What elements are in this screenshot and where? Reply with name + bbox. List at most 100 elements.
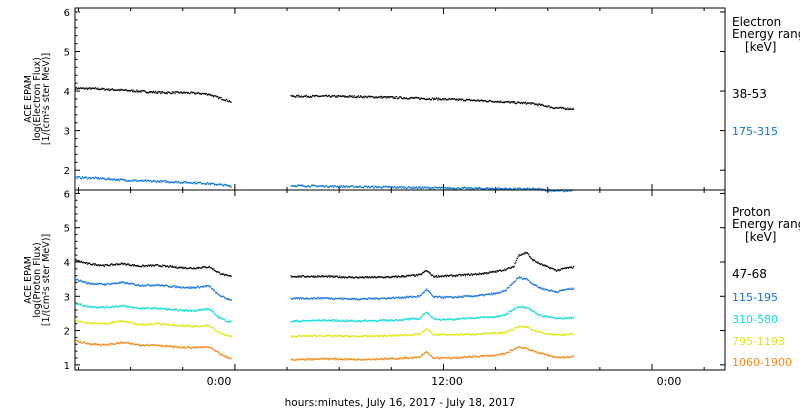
electron-data-point — [179, 182, 181, 184]
proton-data-point — [309, 298, 312, 300]
electron-data-point — [186, 182, 188, 184]
proton-data-point — [562, 268, 564, 270]
proton-data-point — [224, 334, 226, 336]
proton-data-point — [447, 296, 449, 298]
electron-data-point — [489, 187, 491, 189]
proton-data-point — [329, 359, 331, 361]
proton-data-point — [466, 317, 469, 320]
proton-data-point — [529, 349, 531, 352]
proton-data-point — [293, 359, 295, 362]
proton-data-point — [201, 286, 203, 288]
electron-data-point — [358, 185, 360, 188]
proton-data-point — [442, 275, 444, 277]
proton-data-point — [491, 354, 493, 356]
electron-data-point — [495, 188, 497, 190]
proton-data-point — [80, 340, 82, 342]
proton-data-point — [80, 342, 82, 344]
proton-data-point — [389, 358, 391, 360]
proton-data-point — [526, 278, 528, 281]
proton-data-point — [315, 335, 317, 337]
proton-data-point — [423, 270, 426, 272]
proton-data-point — [90, 306, 92, 308]
electron-data-point — [195, 93, 197, 95]
electron-data-point — [461, 186, 463, 189]
proton-data-point — [79, 280, 81, 282]
proton-data-point — [326, 358, 328, 360]
proton-data-point — [451, 357, 453, 359]
electron-data-point — [391, 186, 393, 188]
electron-data-point — [517, 101, 519, 103]
electron-data-point — [429, 98, 431, 101]
proton-data-point — [145, 344, 147, 346]
proton-data-point — [155, 306, 157, 309]
proton-data-point — [392, 296, 394, 298]
proton-data-point — [164, 284, 166, 287]
proton-data-point — [138, 344, 140, 346]
proton-data-point — [141, 265, 143, 268]
electron-data-point — [311, 96, 313, 98]
proton-data-point — [492, 316, 494, 318]
proton-data-point — [498, 292, 500, 294]
proton-data-point — [552, 290, 554, 292]
proton-data-point — [393, 334, 395, 337]
electron-data-point — [417, 97, 419, 99]
electron-data-point — [492, 187, 494, 190]
proton-data-point — [523, 326, 525, 329]
proton-data-point — [495, 316, 497, 318]
proton-data-point — [394, 319, 396, 321]
proton-data-point — [459, 273, 461, 276]
proton-data-point — [77, 340, 79, 342]
proton-data-point — [296, 321, 298, 323]
proton-data-point — [189, 286, 191, 288]
proton-data-point — [145, 265, 147, 267]
electron-legend-subtitle: Energy ranges — [732, 27, 800, 41]
proton-data-point — [487, 316, 490, 319]
proton-data-point — [103, 265, 105, 267]
proton-data-point — [410, 356, 412, 358]
electron-data-point — [382, 96, 385, 99]
proton-data-point — [487, 316, 489, 318]
electron-data-point — [505, 188, 507, 190]
proton-data-point — [224, 355, 226, 358]
proton-data-point — [79, 321, 81, 323]
proton-data-point — [465, 356, 467, 358]
proton-legend-unit: [keV] — [745, 230, 776, 244]
proton-data-point — [314, 319, 316, 322]
proton-data-point — [113, 263, 115, 266]
proton-data-point — [187, 346, 189, 348]
proton-data-point — [144, 306, 146, 309]
electron-data-point — [558, 190, 560, 192]
proton-data-point — [515, 279, 517, 282]
proton-data-point — [102, 343, 104, 346]
electron-data-point — [300, 95, 303, 97]
electron-data-point — [115, 89, 117, 91]
proton-data-point — [445, 319, 447, 321]
proton-data-point — [221, 273, 223, 275]
proton-data-point — [206, 284, 208, 287]
proton-data-point — [311, 335, 313, 337]
proton-data-point — [91, 344, 93, 346]
electron-data-point — [191, 92, 193, 94]
proton-data-point — [121, 341, 124, 343]
electron-data-point — [437, 97, 439, 99]
electron-data-point — [379, 95, 381, 98]
proton-data-point — [103, 306, 105, 309]
electron-data-point — [408, 98, 410, 100]
proton-data-point — [216, 271, 218, 273]
proton-data-point — [428, 271, 430, 273]
proton-data-point — [328, 357, 330, 360]
proton-data-point — [566, 355, 568, 358]
proton-data-point — [378, 298, 380, 300]
proton-data-point — [290, 359, 292, 361]
proton-data-point — [352, 276, 354, 279]
proton-data-point — [567, 356, 569, 358]
electron-data-point — [103, 87, 105, 90]
electron-data-point — [377, 97, 379, 99]
electron-data-point — [480, 187, 483, 190]
proton-data-point — [171, 325, 173, 327]
electron-data-point — [304, 95, 306, 97]
proton-data-point — [146, 344, 148, 346]
proton-data-point — [149, 322, 151, 325]
proton-data-point — [563, 317, 565, 319]
proton-data-point — [478, 333, 480, 335]
